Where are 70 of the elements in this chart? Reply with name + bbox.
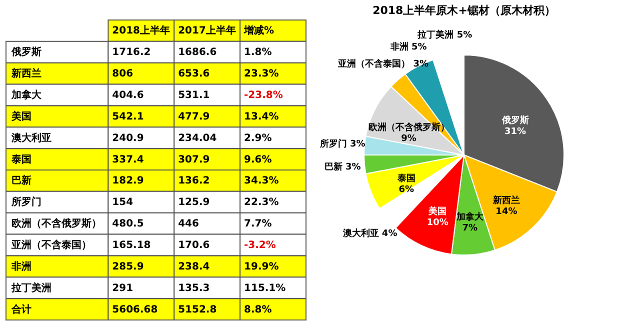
data-label: 2.9% xyxy=(244,132,272,144)
data-label: 234.04 xyxy=(178,132,217,144)
data-label: -3.2% xyxy=(244,240,276,251)
data-label: 19.9% xyxy=(244,261,279,272)
data-label: 9% xyxy=(401,134,416,144)
data-label: 1.8% xyxy=(244,47,272,58)
data-label: 653.6 xyxy=(178,68,210,80)
data-label: 136.2 xyxy=(178,176,210,187)
x-tick-label: 2017上半年 xyxy=(178,24,236,37)
data-label: 291 xyxy=(112,282,134,294)
data-label: 165.18 xyxy=(112,240,151,251)
y-tick-label: 澳大利亚 xyxy=(10,132,52,144)
y-tick-label: 新西兰 xyxy=(10,68,42,80)
data-label: 125.9 xyxy=(178,197,210,208)
slice-label: 非洲 5% xyxy=(389,41,427,52)
data-label: 337.4 xyxy=(112,154,144,166)
slice-label: 所罗门 3% xyxy=(318,138,366,150)
data-label: 13.4% xyxy=(244,111,279,122)
data-label: 10% xyxy=(426,218,448,228)
slice-label: 拉丁美洲 5% xyxy=(416,30,472,40)
data-label: 531.1 xyxy=(178,90,210,101)
y-tick-label: 美国 xyxy=(10,110,32,122)
data-label: 135.3 xyxy=(178,282,210,294)
data-label: 14% xyxy=(496,207,518,218)
chart-title: 2018上半年原木+锯材（原木材积） xyxy=(372,4,556,17)
data-label: 170.6 xyxy=(178,240,210,251)
data-label: 182.9 xyxy=(112,176,144,187)
y-tick-label: 泰国 xyxy=(10,153,32,166)
data-label: 31% xyxy=(504,127,526,138)
data-label: 542.1 xyxy=(112,111,144,122)
data-label: 480.5 xyxy=(112,218,144,230)
y-tick-label: 非洲 xyxy=(10,260,32,272)
x-tick-label: 2018上半年 xyxy=(112,24,170,37)
data-label: 5606.68 xyxy=(112,304,158,316)
data-label: 5152.8 xyxy=(178,304,217,316)
data-label: 8.8% xyxy=(244,304,272,316)
slice-label: 美国 xyxy=(428,206,447,218)
data-label: 115.1% xyxy=(244,282,286,294)
data-label: 806 xyxy=(112,68,134,80)
y-tick-label: 所罗门 xyxy=(10,196,42,208)
x-tick-label: 增减% xyxy=(243,24,274,37)
data-label: 1716.2 xyxy=(112,47,151,58)
data-label: 477.9 xyxy=(178,111,210,122)
y-tick-label: 俄罗斯 xyxy=(10,46,42,58)
data-label: 154 xyxy=(112,197,134,208)
y-tick-label: 加拿大 xyxy=(10,89,42,101)
slice-label: 泰国 xyxy=(396,172,416,184)
y-tick-label: 合计 xyxy=(10,303,32,316)
data-label: 34.3% xyxy=(244,176,279,187)
data-label: 404.6 xyxy=(112,90,144,101)
data-label: 9.6% xyxy=(244,154,272,166)
y-tick-label: 亚洲（不含泰国） xyxy=(10,239,92,251)
data-label: 307.9 xyxy=(178,154,210,166)
data-label: 23.3% xyxy=(244,68,279,80)
data-label: 240.9 xyxy=(112,132,144,144)
slice-label: 巴新 3% xyxy=(324,161,361,172)
data-label: 7% xyxy=(462,224,478,234)
y-tick-label: 欧洲（不含俄罗斯） xyxy=(11,218,102,230)
slice-label: 俄罗斯 xyxy=(500,115,529,126)
y-tick-label: 巴新 xyxy=(11,174,32,187)
data-label: 1686.6 xyxy=(178,47,217,58)
data-label: 7.7% xyxy=(244,218,272,230)
data-label: 446 xyxy=(178,218,200,230)
slice-label: 新西兰 xyxy=(492,195,520,206)
data-label: -23.8% xyxy=(244,90,283,101)
data-label: 238.4 xyxy=(178,261,210,272)
data-label: 22.3% xyxy=(244,197,279,208)
slice-label: 澳大利亚 4% xyxy=(342,228,398,239)
data-label: 285.9 xyxy=(112,261,144,272)
y-tick-label: 拉丁美洲 xyxy=(10,282,52,294)
